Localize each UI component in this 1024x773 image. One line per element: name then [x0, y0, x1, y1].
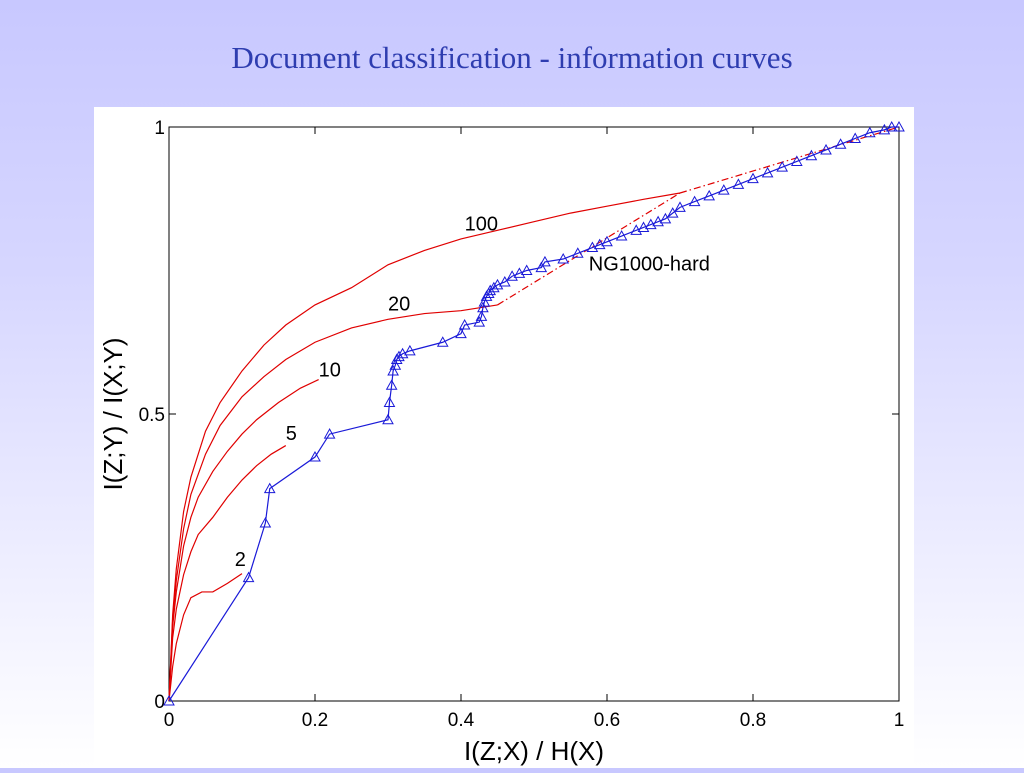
triangle-marker — [717, 184, 730, 195]
triangle-marker — [455, 327, 467, 339]
triangle-marker — [732, 178, 745, 189]
triangle-marker — [475, 310, 488, 321]
triangle-marker — [557, 252, 570, 264]
triangle-marker — [703, 189, 716, 201]
triangle-marker — [820, 143, 832, 155]
triangle-marker — [480, 290, 493, 301]
triangle-marker — [473, 316, 486, 327]
y-tick-label: 0 — [154, 692, 165, 713]
x-tick-label: 0.2 — [302, 710, 328, 731]
triangle-marker — [498, 275, 511, 287]
series-line-5 — [168, 445, 287, 702]
curve-label: 10 — [319, 360, 341, 382]
series-line-10 — [168, 379, 319, 702]
triangle-marker — [323, 428, 336, 439]
triangle-marker — [539, 255, 551, 267]
triangle-marker — [389, 359, 402, 370]
series-line-ng1000-hard — [168, 126, 899, 702]
triangle-marker — [484, 284, 497, 296]
triangle-marker — [790, 155, 803, 166]
x-tick-label: 0.6 — [594, 710, 620, 731]
triangle-marker — [458, 319, 471, 330]
triangle-marker — [259, 517, 272, 528]
triangle-marker — [849, 132, 862, 143]
triangle-marker — [601, 235, 613, 247]
information-curves-chart: 0 0.2 0.4 0.6 0.8 100.51 100201052NG1000-hard… — [98, 118, 905, 766]
triangle-marker — [390, 353, 403, 364]
x-tick-label: 0.4 — [448, 710, 475, 731]
plot-frame — [168, 126, 900, 702]
series-line-2 — [168, 573, 243, 702]
triangle-marker — [477, 301, 489, 313]
triangle-marker — [436, 336, 449, 347]
triangle-marker — [382, 413, 394, 425]
triangle-marker — [263, 482, 276, 494]
triangle-marker — [478, 296, 491, 307]
triangle-marker — [652, 215, 664, 227]
x-tick-label: 0.8 — [740, 710, 766, 731]
annotation-layer: 100 20 10 5 2 NG1000-hard — [235, 213, 710, 571]
triangle-marker — [863, 126, 876, 138]
triangle-marker — [383, 396, 396, 408]
triangle-marker — [571, 247, 584, 258]
triangle-marker — [659, 212, 672, 224]
triangle-marker — [393, 350, 405, 362]
triangle-marker — [688, 195, 701, 207]
triangle-marker — [893, 120, 905, 132]
triangle-marker — [747, 172, 759, 184]
curve-label: 5 — [286, 423, 297, 445]
triangle-marker — [644, 218, 657, 230]
curve-label: NG1000-hard — [589, 254, 710, 276]
slide-title: Document classification - information cu… — [231, 40, 793, 75]
triangle-marker — [761, 166, 774, 178]
series-line-20 — [168, 304, 498, 702]
triangle-marker — [586, 241, 599, 253]
triangle-marker — [878, 123, 891, 135]
triangle-marker — [593, 238, 606, 250]
triangle-marker — [630, 224, 643, 235]
curve-label: 100 — [465, 213, 498, 235]
triangle-marker — [404, 344, 416, 356]
x-axis-label: I(Z;X) / H(X) — [464, 736, 604, 766]
triangle-marker — [776, 161, 789, 172]
triangle-marker — [637, 221, 650, 232]
axis-ticks: 0 0.2 0.4 0.6 0.8 100.51 — [139, 118, 905, 731]
x-tick-label: 1 — [894, 710, 905, 731]
triangle-marker — [520, 264, 533, 275]
triangle-marker — [834, 138, 847, 149]
triangle-marker — [242, 571, 255, 583]
dashed-extension-line — [679, 126, 900, 194]
triangle-marker — [396, 347, 409, 359]
triangle-marker — [513, 267, 526, 278]
triangle-marker — [535, 261, 548, 273]
triangle-marker — [488, 281, 500, 293]
triangle-marker — [666, 207, 679, 218]
series-line-100 — [168, 192, 681, 702]
series-layer — [163, 120, 905, 706]
triangle-marker — [885, 120, 898, 132]
triangle-marker — [491, 278, 504, 290]
y-tick-label: 1 — [154, 118, 165, 139]
triangle-marker — [387, 364, 399, 376]
triangle-marker — [309, 451, 321, 462]
triangle-marker — [506, 270, 518, 281]
triangle-marker — [385, 379, 398, 390]
curve-label: 20 — [388, 294, 410, 316]
y-tick-label: 0.5 — [139, 405, 165, 426]
triangle-marker — [674, 201, 686, 212]
curve-label: 2 — [235, 549, 246, 571]
y-axis-label: I(Z;Y) / I(X;Y) — [98, 337, 128, 490]
triangle-marker — [163, 694, 175, 706]
triangle-marker — [615, 230, 628, 241]
triangle-marker — [805, 149, 818, 161]
chart-panel: 0 0.2 0.4 0.6 0.8 1 0 0.5 1 100 20 10 5 2 NG1000-hard… — [94, 107, 914, 768]
x-tick-label: 0 — [164, 710, 175, 731]
